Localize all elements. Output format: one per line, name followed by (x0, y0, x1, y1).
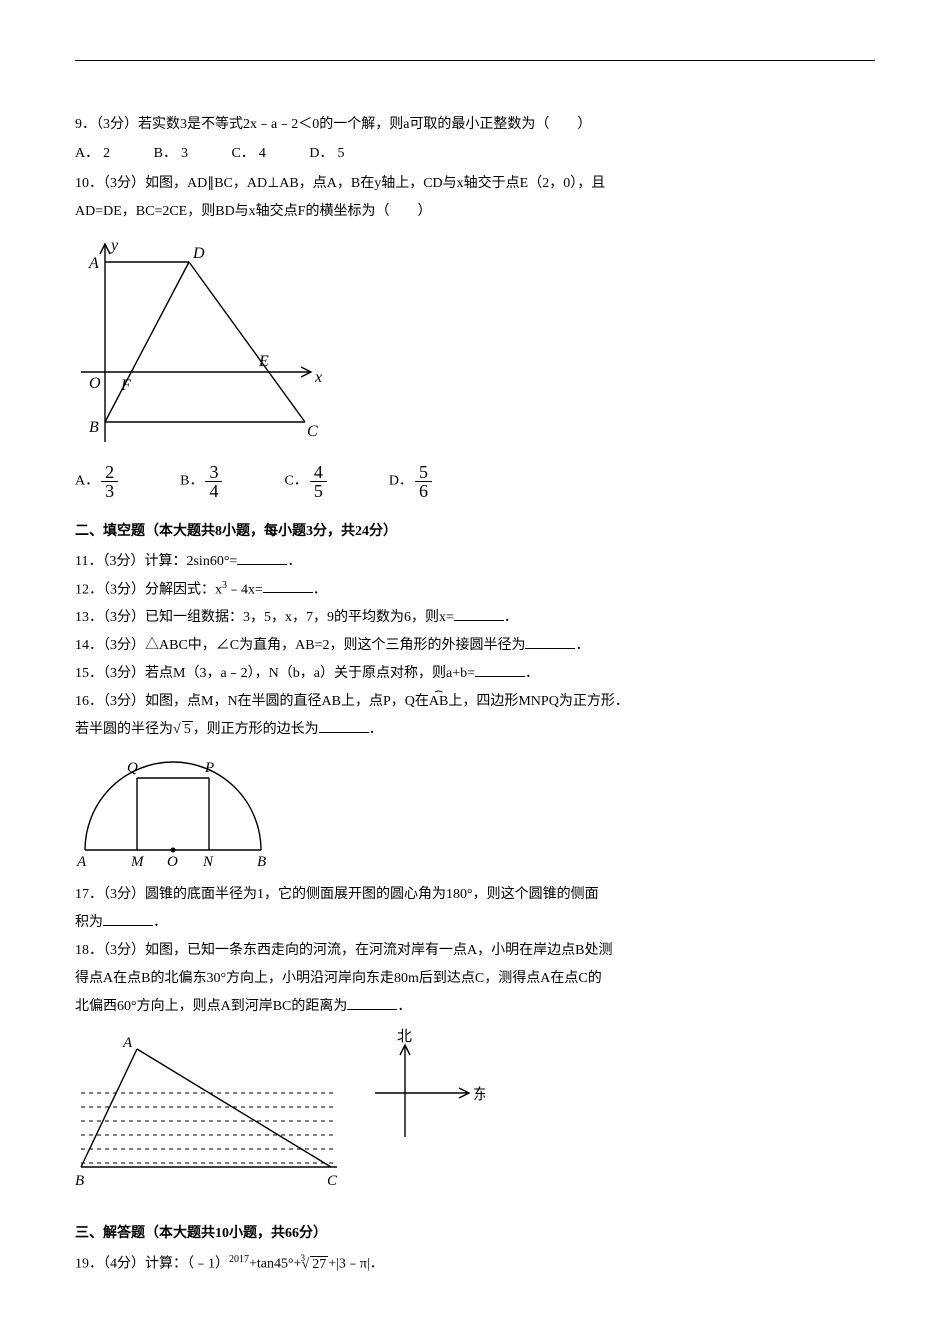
q9-b-value: 3 (181, 146, 188, 161)
q18-svg: A B C 北 东 (75, 1027, 485, 1197)
q9-d-value: 5 (337, 146, 344, 161)
q17-line2: 积为． (75, 909, 875, 937)
q10-choices: A．23 B．34 C．45 D．56 (75, 463, 875, 500)
q10-svg: y A D O B C E F x (75, 232, 335, 452)
svg-text:O: O (89, 375, 101, 392)
svg-text:A: A (122, 1035, 133, 1051)
svg-text:N: N (202, 854, 214, 870)
svg-text:C: C (327, 1173, 338, 1189)
svg-text:C: C (307, 423, 318, 440)
q10-stem-1: 10．（3分）如图，AD∥BC，AD⊥AB，点A，B在y轴上，CD与x轴交于点E… (75, 170, 875, 198)
q17-line1: 17．（3分）圆锥的底面半径为1，它的侧面展开图的圆心角为180°，则这个圆锥的… (75, 881, 875, 909)
q12-blank (263, 578, 313, 593)
svg-text:x: x (314, 369, 322, 386)
svg-text:F: F (120, 377, 131, 394)
q13-blank (454, 606, 504, 621)
q17-blank (103, 911, 153, 926)
svg-text:北: 北 (397, 1028, 412, 1045)
svg-text:A: A (88, 255, 99, 272)
q18-blank (347, 995, 397, 1010)
svg-text:P: P (204, 760, 214, 776)
q9-stem: 9．（3分）若实数3是不等式2x﹣a﹣2＜0的一个解，则a可取的最小正整数为（ … (75, 111, 875, 139)
sqrt5: √5 (173, 716, 193, 744)
q9-d-label: D． (309, 146, 333, 161)
svg-text:E: E (258, 353, 269, 370)
q18-figure: A B C 北 东 (75, 1027, 875, 1202)
svg-text:O: O (167, 854, 178, 870)
q14-blank (525, 634, 575, 649)
q10-choice-d: D．56 (389, 463, 434, 500)
svg-text:y: y (109, 237, 119, 254)
section3-title: 三、解答题（本大题共10小题，共66分） (75, 1220, 875, 1248)
q15-blank (475, 662, 525, 677)
svg-text:B: B (89, 419, 99, 436)
q9-c-value: 4 (259, 146, 266, 161)
q13: 13．（3分）已知一组数据：3，5，x，7，9的平均数为6，则x=． (75, 604, 875, 632)
q18-line1: 18．（3分）如图，已知一条东西走向的河流，在河流对岸有一点A，小明在岸边点B处… (75, 937, 875, 965)
q16-blank (319, 718, 369, 733)
q14: 14．（3分）△ABC中，∠C为直角，AB=2，则这个三角形的外接圆半径为． (75, 632, 875, 660)
q15: 15．（3分）若点M（3，a﹣2），N（b，a）关于原点对称，则a+b=． (75, 660, 875, 688)
q9-a-label: A． (75, 146, 99, 161)
svg-text:东: 东 (473, 1086, 485, 1103)
q10-stem-2: AD=DE，BC=2CE，则BD与x轴交点F的横坐标为（ ） (75, 198, 875, 226)
q9-b-label: B． (154, 146, 177, 161)
section2-title: 二、填空题（本大题共8小题，每小题3分，共24分） (75, 518, 875, 546)
svg-text:D: D (192, 245, 205, 262)
arc-ab: AB (429, 688, 448, 716)
q11: 11．（3分）计算：2sin60°=． (75, 548, 875, 576)
svg-text:B: B (257, 854, 266, 870)
q16-line2: 若半圆的半径为√5，则正方形的边长为． (75, 716, 875, 744)
q11-blank (237, 550, 287, 565)
q18-line2: 得点A在点B的北偏东30°方向上，小明沿河岸向东走80m后到达点C，测得点A在点… (75, 965, 875, 993)
q10-choice-a: A．23 (75, 463, 120, 500)
page: 9．（3分）若实数3是不等式2x﹣a﹣2＜0的一个解，则a可取的最小正整数为（ … (0, 0, 950, 1319)
cuberoot-27: 3√27 (302, 1251, 329, 1279)
q16-line1: 16．（3分）如图，点M，N在半圆的直径AB上，点P，Q在AB上，四边形MNPQ… (75, 688, 875, 716)
svg-text:Q: Q (127, 760, 138, 776)
q18-line3: 北偏西60°方向上，则点A到河岸BC的距离为． (75, 993, 875, 1021)
svg-text:B: B (75, 1173, 84, 1189)
q16-svg: A M O N B Q P (75, 750, 275, 870)
q9-a-value: 2 (103, 146, 110, 161)
q12: 12．（3分）分解因式：x3﹣4x=． (75, 576, 875, 605)
q19: 19．（4分）计算：（﹣1）2017+tan45°+3√27+|3﹣π|． (75, 1250, 875, 1279)
q16-figure: A M O N B Q P (75, 750, 875, 875)
q10-figure: y A D O B C E F x (75, 232, 875, 457)
svg-text:A: A (76, 854, 87, 870)
q10-choice-b: B．34 (180, 463, 224, 500)
svg-text:M: M (130, 854, 145, 870)
q9-choices: A． 2 B． 3 C． 4 D． 5 (75, 139, 875, 170)
q10-choice-c: C．45 (284, 463, 328, 500)
top-rule (75, 60, 875, 61)
q9-c-label: C． (231, 146, 254, 161)
